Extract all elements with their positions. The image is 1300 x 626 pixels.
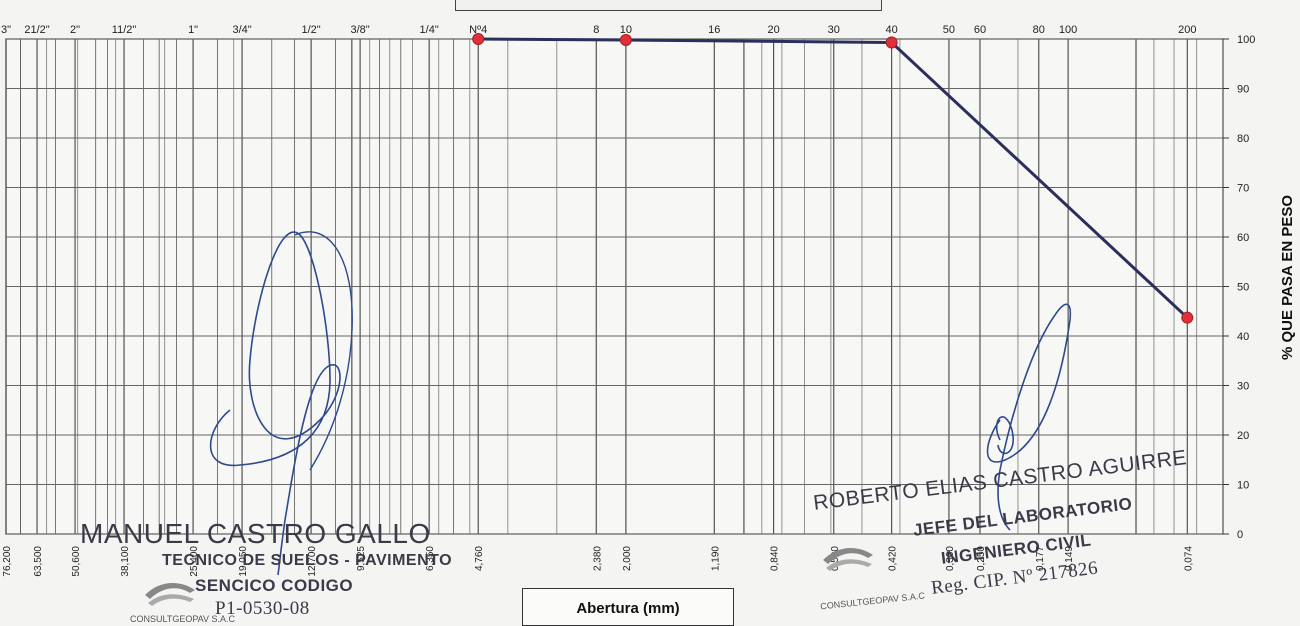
y-tick-label: 30 — [1237, 381, 1249, 393]
data-point — [885, 36, 898, 49]
sieve-label: 80 — [1033, 24, 1045, 36]
x-tick-label: 2,000 — [622, 546, 633, 571]
x-tick-label: 0,840 — [770, 546, 781, 571]
x-tick-label: 12,700 — [307, 546, 318, 577]
company-caption-left: CONSULTGEOPAV S.A.C — [130, 614, 236, 624]
signature-left — [209, 231, 341, 576]
y-tick-label: 70 — [1237, 183, 1249, 195]
sieve-label: 16 — [708, 24, 720, 36]
x-tick-label: 19,050 — [238, 546, 249, 577]
company-logo-right — [823, 548, 873, 571]
grid-layer — [5, 38, 1229, 535]
sieve-label: 11/2" — [112, 24, 137, 36]
data-point — [472, 33, 485, 45]
sieve-label: 1/2" — [302, 24, 321, 36]
data-point — [1181, 311, 1194, 324]
x-tick-label: 6,350 — [425, 546, 436, 571]
y-tick-label: 10 — [1237, 480, 1249, 492]
y-tick-label: 20 — [1237, 430, 1249, 442]
sieve-label: 2" — [70, 24, 80, 36]
sieve-label: 60 — [974, 24, 986, 36]
x-tick-label: 25,400 — [189, 546, 200, 577]
series-layer — [472, 33, 1194, 324]
x-tick-label: 0,300 — [945, 546, 956, 571]
stamp-left-role: TECNICO DE SUELOS - PAVIMENTO — [162, 552, 453, 569]
x-tick-label: 0,177 — [1035, 546, 1046, 571]
y-tick-label: 100 — [1237, 34, 1255, 46]
stamp-left-code-title: SENCICO CODIGO — [195, 576, 354, 595]
sieve-label: 1" — [188, 24, 198, 36]
x-tick-label: 38,100 — [120, 546, 131, 577]
sieve-label: 3/8" — [350, 24, 369, 36]
data-point — [619, 33, 632, 46]
stamp-left-name: MANUEL CASTRO GALLO — [80, 518, 431, 549]
sieve-label: 100 — [1059, 24, 1077, 36]
sieve-label: 21/2" — [24, 24, 49, 36]
x-tick-label: 0,074 — [1183, 546, 1194, 571]
stamp-left-code: P1-0530-08 — [215, 598, 310, 619]
sieve-label: 3" — [1, 24, 11, 36]
sieve-label: 3/4" — [232, 24, 251, 36]
y-tick-label: 40 — [1237, 331, 1249, 343]
sieve-label: 8 — [593, 24, 599, 36]
x-axis-label-box: Abertura (mm) — [522, 588, 734, 626]
x-tick-label: 0,149 — [1064, 546, 1075, 571]
y-tick-label: 60 — [1237, 232, 1249, 244]
y-tick-label: 0 — [1237, 529, 1243, 541]
x-tick-label: 0,250 — [976, 546, 987, 571]
y-axis-label: % QUE PASA EN PESO — [1279, 195, 1296, 360]
x-tick-label: 0,420 — [888, 546, 899, 571]
sieve-label: 200 — [1178, 24, 1196, 36]
signature-right — [986, 303, 1072, 531]
x-tick-label: 9,525 — [356, 546, 367, 571]
x-tick-label: 0,590 — [830, 546, 841, 571]
x-tick-label: 76,200 — [2, 546, 13, 577]
x-tick-label: 4,760 — [474, 546, 485, 571]
sieve-label: 1/4" — [420, 24, 439, 36]
x-tick-label: 1,190 — [710, 546, 721, 571]
labels-layer: 0 10 20 30 40 50 60 70 80 90 100 3" 21/2" 2" 11/2" 1" 3/… — [1, 24, 1255, 577]
company-logo-left — [145, 583, 195, 606]
x-tick-label: 63,500 — [33, 546, 44, 577]
y-tick-label: 80 — [1237, 133, 1249, 145]
x-axis-label: Abertura (mm) — [576, 600, 680, 617]
y-tick-label: 90 — [1237, 84, 1249, 96]
sieve-label: 50 — [943, 24, 955, 36]
sieve-label: 10 — [620, 24, 632, 36]
x-tick-label: 50,600 — [71, 546, 82, 577]
signature-layer — [209, 231, 1072, 576]
sieve-label: 30 — [828, 24, 840, 36]
sieve-label: 20 — [767, 24, 779, 36]
signature-left-loop — [294, 231, 353, 471]
sieve-label: 40 — [886, 24, 898, 36]
series-line — [478, 37, 1189, 319]
sieve-label: Nº4 — [469, 24, 487, 36]
header-box — [455, 0, 882, 11]
x-tick-label: 2,380 — [592, 546, 603, 571]
y-tick-label: 50 — [1237, 282, 1249, 294]
